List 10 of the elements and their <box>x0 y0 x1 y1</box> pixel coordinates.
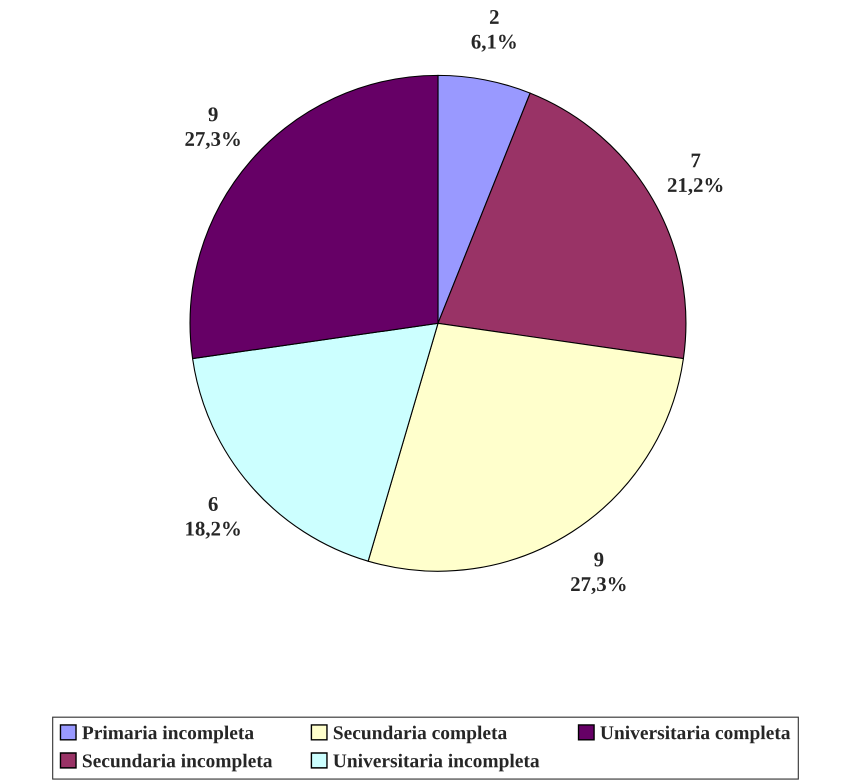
data-label: 2 6,1% <box>472 10 516 52</box>
legend-label: Universitaria incompleta <box>333 754 540 772</box>
legend-label: Secundaria completa <box>334 726 507 744</box>
data-label: 6 18,2% <box>186 497 240 539</box>
data-label: 9 27,3% <box>185 107 240 150</box>
legend-label: Primaria incompleta <box>82 726 254 744</box>
legend-label: Secundaria incompleta <box>82 754 272 772</box>
legend-label: Universitaria completa <box>600 726 790 744</box>
data-label: 7 21,2% <box>668 154 722 196</box>
data-label: 9 27,3% <box>571 552 626 594</box>
